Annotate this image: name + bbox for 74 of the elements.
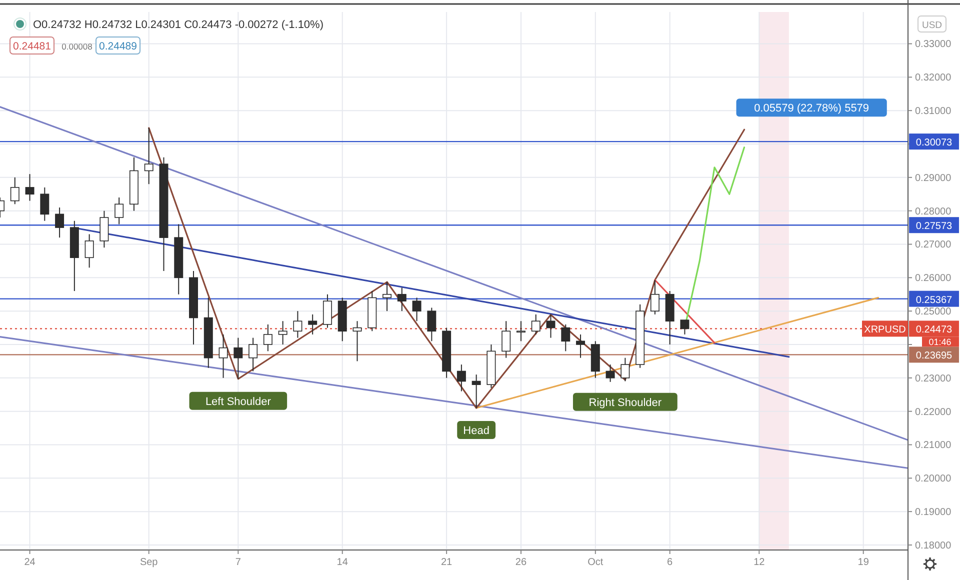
annotation: Left Shoulder [205, 396, 272, 408]
candlestick [248, 337, 258, 372]
ref-line-label: 0.23695 [916, 350, 953, 362]
candlestick [606, 364, 615, 382]
y-tick-label: 0.28000 [915, 206, 952, 218]
annotation: Head [463, 424, 490, 437]
candlestick [144, 127, 154, 185]
x-tick-label: 24 [24, 557, 36, 568]
text: USD [922, 20, 942, 31]
candlestick [680, 320, 690, 335]
candlestick [100, 210, 109, 248]
candlestick [546, 314, 556, 338]
candlestick [516, 320, 526, 342]
y-tick-label: 0.21000 [915, 440, 952, 452]
candlestick [412, 297, 422, 322]
x-tick-label: 21 [440, 557, 453, 568]
candlestick [263, 324, 272, 352]
y-tick-label: 0.22000 [915, 406, 952, 418]
x-tick-label: 19 [858, 557, 870, 568]
ref-line-label: 0.30073 [916, 138, 953, 149]
candlestick [650, 280, 660, 315]
x-tick-label: 12 [754, 557, 766, 568]
candlestick [308, 314, 318, 335]
candlestick [561, 324, 570, 352]
y-tick-label: 0.19000 [915, 507, 952, 518]
candlestick [456, 364, 466, 392]
y-tick-label: 0.29000 [915, 172, 952, 184]
ref-line-label: 0.27573 [916, 221, 953, 232]
annotation: 0.24481 [13, 40, 52, 52]
candlestick [576, 334, 586, 358]
x-tick-label: Sep [140, 557, 158, 568]
candlestick [25, 174, 34, 202]
annotation: 0.24489 [99, 40, 138, 52]
candlestick [234, 337, 243, 380]
candlestick [278, 320, 288, 345]
candlestick [352, 320, 362, 362]
annotation: Right Shoulder [588, 396, 662, 409]
candlestick [502, 320, 511, 358]
candlestick [55, 206, 64, 238]
ref-line-label: XRPUSD [864, 324, 906, 336]
candlestick [322, 294, 332, 328]
candlestick [620, 357, 630, 382]
annotation: 0.00008 [62, 42, 93, 52]
candlestick [382, 282, 392, 312]
y-tick-label: 0.23000 [915, 373, 952, 384]
y-tick-label: 0.32000 [915, 72, 952, 84]
ref-line-label: 0.25367 [916, 294, 953, 306]
candlestick [293, 310, 302, 338]
candlestick [531, 314, 540, 335]
text: 0.24473 [916, 324, 953, 336]
y-tick-label: 0.31000 [915, 106, 952, 118]
candlestick [472, 374, 481, 408]
candlestick [427, 307, 436, 342]
x-tick-label: Oct [588, 557, 604, 568]
y-tick-label: 0.18000 [915, 540, 952, 552]
candlestick [10, 176, 20, 205]
candlestick [114, 196, 124, 225]
candlestick [84, 234, 94, 268]
line-series [148, 127, 746, 409]
x-tick-label: 26 [515, 557, 527, 568]
annotation: 0.05579 (22.78%) 5579 [754, 102, 870, 115]
y-tick-label: 0.33000 [915, 39, 952, 50]
y-tick-label: 0.25000 [915, 306, 952, 318]
x-tick-label: 6 [667, 557, 674, 568]
candlestick [40, 186, 50, 222]
candlestick [397, 287, 406, 312]
candlestick [218, 334, 228, 378]
y-tick-label: 0.26000 [915, 273, 952, 284]
y-tick-label: 0.20000 [915, 474, 952, 485]
y-tick-label: 0.27000 [915, 240, 952, 251]
x-tick-label: 14 [336, 557, 348, 568]
text: 01:46 [928, 337, 952, 348]
x-tick-label: 7 [235, 557, 242, 568]
annotation: O0.24732 H0.24732 L0.24301 C0.24473 -0.00272 (-1.10%) [33, 19, 324, 31]
